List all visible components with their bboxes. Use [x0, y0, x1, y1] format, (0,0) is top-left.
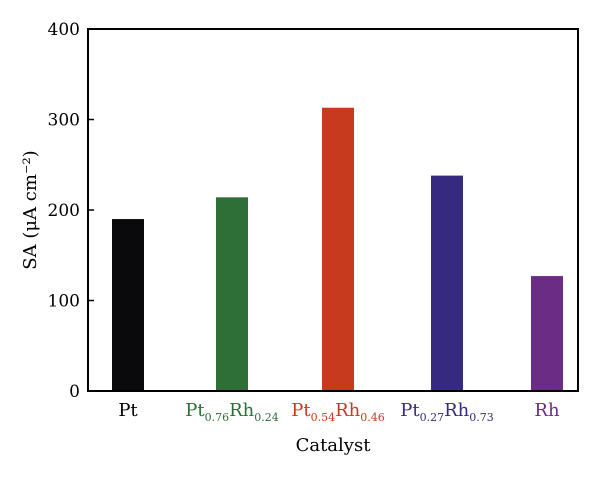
y-tick-label-1: 100 — [48, 292, 80, 312]
bar-2 — [322, 107, 354, 392]
bar-1 — [216, 197, 248, 391]
x-axis: Pt Pt0.76Rh0.24 Pt0.54Rh0.46 Pt0.27Rh0.73 Rh — [118, 400, 560, 424]
x-tick-label-3: Pt0.27Rh0.73 — [400, 400, 494, 424]
x-tick-label-4: Rh — [534, 400, 560, 421]
x-tick-label-0: Pt — [118, 400, 138, 421]
y-axis-title: SA (μA cm⁻²) — [20, 150, 41, 269]
bar-4 — [531, 276, 563, 391]
bar-3 — [431, 175, 463, 391]
y-tick-label-3: 300 — [48, 111, 80, 131]
x-tick-label-1: Pt0.76Rh0.24 — [185, 400, 279, 424]
y-axis: 0 100 200 300 400 — [48, 20, 94, 402]
x-axis-title: Catalyst — [296, 435, 372, 456]
bar-0 — [112, 219, 144, 391]
y-tick-label-4: 400 — [48, 20, 80, 40]
bars — [112, 107, 563, 392]
y-tick-label-2: 200 — [48, 201, 80, 221]
y-tick-label-0: 0 — [69, 382, 80, 402]
x-tick-label-2: Pt0.54Rh0.46 — [291, 400, 385, 424]
